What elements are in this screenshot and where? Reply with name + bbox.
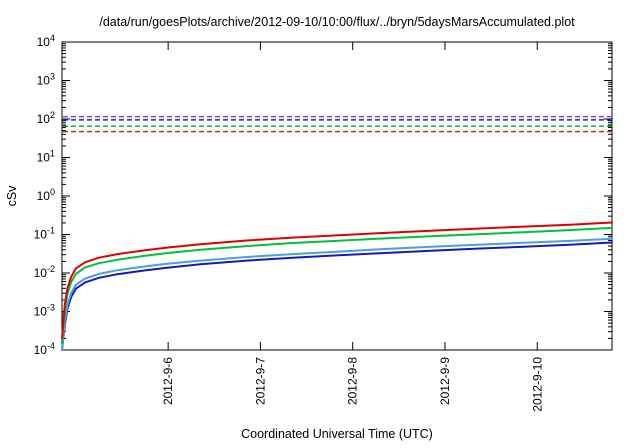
y-tick-label: 102 [37,110,55,126]
x-tick-label: 2012-9-10 [530,357,544,412]
series-accumulated-dose-red [61,221,613,340]
y-tick-label: 10-2 [34,264,55,280]
x-tick-label: 2012-9-9 [438,357,452,405]
series-accumulated-dose-blue [61,241,613,351]
chart-title: /data/run/goesPlots/archive/2012-09-10/1… [99,15,575,29]
x-tick-label: 2012-9-8 [346,357,360,405]
y-tick-label: 10-4 [34,341,55,357]
y-axis-label: cSv [5,185,19,207]
y-tick-label: 104 [37,33,55,49]
y-tick-label: 10-3 [34,303,55,319]
y-tick-label: 101 [37,149,55,165]
y-tick-label: 10-1 [34,226,55,242]
x-axis-label: Coordinated Universal Time (UTC) [241,427,433,441]
plot-border [61,41,613,351]
y-tick-label: 100 [37,187,55,203]
series-accumulated-dose-green [61,226,613,345]
series-accumulated-dose-lightblue [61,237,613,351]
x-tick-label: 2012-9-7 [253,357,267,405]
x-tick-label: 2012-9-6 [161,357,175,405]
plot-area: 104 103 102 101 100 10-1 10-2 10-3 10-4 2012-9-6 2… [34,33,613,412]
y-tick-label: 103 [37,72,55,88]
